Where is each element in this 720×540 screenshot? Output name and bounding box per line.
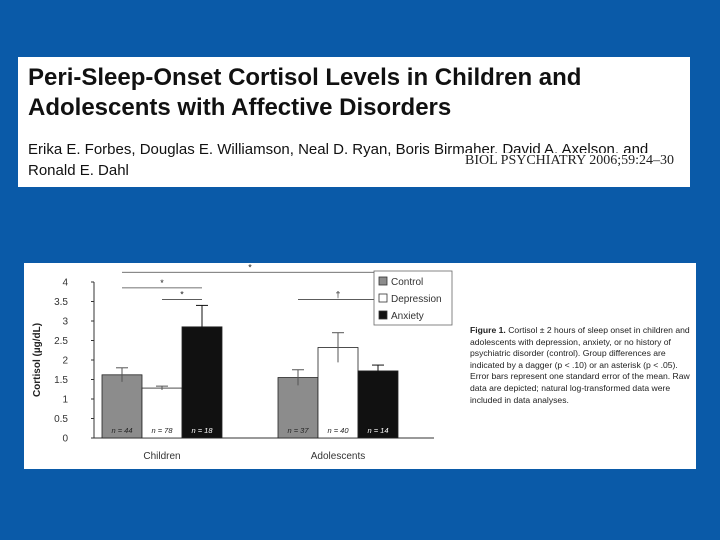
title-line-2: Adolescents with Affective Disorders <box>28 94 452 121</box>
sample-size-label: n = 44 <box>111 426 132 435</box>
caption-label: Figure 1. <box>470 325 506 335</box>
y-tick-label: 0 <box>62 434 68 445</box>
significance-marker: * <box>248 263 252 272</box>
figure-caption: Figure 1. Cortisol ± 2 hours of sleep on… <box>470 325 692 406</box>
legend-label: Depression <box>391 294 442 305</box>
journal-citation: BIOL PSYCHIATRY 2006;59:24–30 <box>463 153 676 169</box>
x-category-label: Adolescents <box>311 451 365 462</box>
y-tick-label: 0.5 <box>54 414 68 425</box>
legend-swatch <box>378 310 388 320</box>
significance-marker: † <box>335 290 340 300</box>
bar <box>277 377 319 439</box>
legend-swatch <box>378 276 388 286</box>
sample-size-label: n = 18 <box>191 426 213 435</box>
caption-panel: Figure 1. Cortisol ± 2 hours of sleep on… <box>458 263 696 469</box>
y-tick-label: 3 <box>62 317 68 328</box>
y-tick-label: 1.5 <box>54 375 68 386</box>
sample-size-label: n = 40 <box>327 426 349 435</box>
legend-label: Anxiety <box>391 311 424 322</box>
authors-line-2: Ronald E. Dahl <box>28 162 129 179</box>
significance-marker: * <box>180 290 184 300</box>
y-axis-label: Cortisol (µg/dL) <box>32 323 43 397</box>
sample-size-label: n = 78 <box>151 426 173 435</box>
y-tick-label: 3.5 <box>54 297 68 308</box>
bar <box>357 370 399 439</box>
figure-panel: 0 0.5 1 1.5 2 2.5 3 3.5 4 Cortisol (µg/dL) n = 44 n… <box>24 262 458 469</box>
legend-label: Control <box>391 277 423 288</box>
x-category-label: Children <box>143 451 180 462</box>
y-tick-label: 2.5 <box>54 336 68 347</box>
title-line-1: Peri-Sleep-Onset Cortisol Levels in Chil… <box>28 64 582 91</box>
bar <box>101 374 143 439</box>
y-tick-label: 4 <box>62 278 68 289</box>
significance-marker: * <box>160 278 164 288</box>
title-panel: Peri-Sleep-Onset Cortisol Levels in Chil… <box>18 57 690 187</box>
sample-size-label: n = 37 <box>287 426 309 435</box>
cortisol-bar-chart: 0 0.5 1 1.5 2 2.5 3 3.5 4 Cortisol (µg/dL) n = 44 n… <box>32 262 453 462</box>
bar <box>317 347 359 439</box>
y-tick-label: 1 <box>62 395 68 406</box>
sample-size-label: n = 14 <box>367 426 388 435</box>
caption-text: Cortisol ± 2 hours of sleep onset in chi… <box>470 325 690 405</box>
paper-title: Peri-Sleep-Onset Cortisol Levels in Chil… <box>28 63 688 123</box>
y-tick-label: 2 <box>62 356 68 367</box>
legend-swatch <box>378 293 388 303</box>
